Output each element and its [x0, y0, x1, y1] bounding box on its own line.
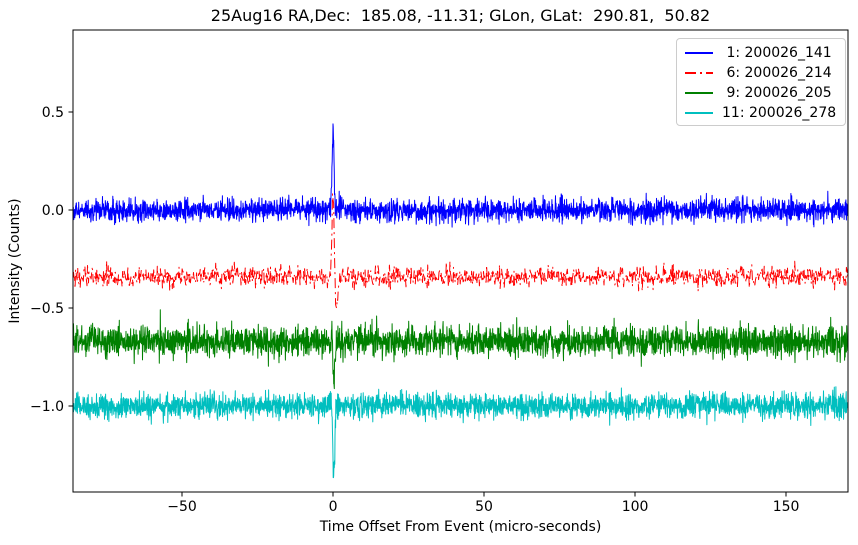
legend-line-sample — [685, 92, 713, 94]
x-tick-label: 0 — [329, 499, 338, 515]
x-tick-label: −50 — [167, 499, 197, 515]
legend-line-sample — [685, 52, 713, 54]
trace-6-200026_214 — [73, 193, 848, 309]
legend-entry: 11: 200026_278 — [684, 103, 838, 123]
y-tick-label: 0.0 — [42, 203, 64, 219]
x-tick-label: 100 — [622, 499, 649, 515]
legend-entry-label: 11: 200026_278 — [722, 105, 837, 121]
legend-box: 1: 200026_141 6: 200026_214 9: 200026_20… — [676, 38, 846, 126]
y-tick-label: 0.5 — [42, 105, 64, 121]
y-tick-label: −0.5 — [30, 301, 64, 317]
legend-entry: 6: 200026_214 — [684, 63, 838, 83]
legend-entry: 1: 200026_141 — [684, 43, 838, 63]
x-tick-label: 50 — [475, 499, 493, 515]
x-axis-label: Time Offset From Event (micro-seconds) — [319, 519, 602, 535]
trace-1-200026_141 — [73, 123, 848, 228]
legend-line-sample — [685, 72, 713, 74]
legend-entry-label: 9: 200026_205 — [722, 85, 832, 101]
legend-entry: 9: 200026_205 — [684, 83, 838, 103]
trace-11-200026_278 — [73, 386, 848, 479]
axes-frame — [72, 29, 849, 493]
y-tick-label: −1.0 — [30, 399, 64, 415]
legend-entry-label: 1: 200026_141 — [722, 45, 832, 61]
legend-line-sample — [685, 112, 713, 114]
trace-9-200026_205 — [73, 309, 848, 390]
x-tick-label: 150 — [773, 499, 800, 515]
legend-entry-label: 6: 200026_214 — [722, 65, 832, 81]
chart-title: 25Aug16 RA,Dec: 185.08, -11.31; GLon, GL… — [210, 6, 711, 25]
